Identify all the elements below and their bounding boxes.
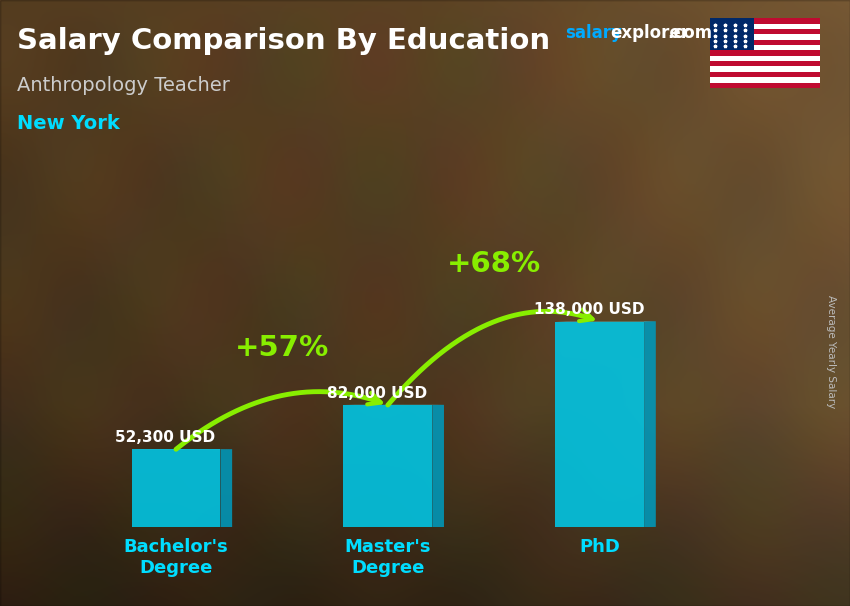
Bar bbox=[710, 18, 754, 50]
Bar bbox=[710, 56, 820, 61]
Bar bbox=[710, 72, 820, 77]
Text: 52,300 USD: 52,300 USD bbox=[116, 430, 216, 445]
Text: salary: salary bbox=[565, 24, 622, 42]
Bar bbox=[710, 67, 820, 72]
Bar bbox=[710, 24, 820, 29]
Text: Anthropology Teacher: Anthropology Teacher bbox=[17, 76, 230, 95]
Text: 138,000 USD: 138,000 USD bbox=[534, 302, 644, 318]
Text: +57%: +57% bbox=[235, 334, 329, 362]
Bar bbox=[710, 45, 820, 50]
Bar bbox=[555, 322, 644, 527]
Bar bbox=[710, 29, 820, 35]
Text: 82,000 USD: 82,000 USD bbox=[327, 386, 428, 401]
Text: Average Yearly Salary: Average Yearly Salary bbox=[826, 295, 836, 408]
Bar bbox=[710, 77, 820, 82]
Bar bbox=[343, 405, 433, 527]
Text: New York: New York bbox=[17, 114, 120, 133]
Bar bbox=[710, 35, 820, 39]
Bar bbox=[710, 18, 820, 24]
Polygon shape bbox=[433, 405, 444, 527]
Polygon shape bbox=[220, 449, 232, 527]
Bar bbox=[710, 39, 820, 45]
Polygon shape bbox=[644, 321, 656, 527]
Bar bbox=[710, 82, 820, 88]
Bar bbox=[132, 449, 220, 527]
Text: +68%: +68% bbox=[447, 250, 541, 278]
Bar bbox=[710, 61, 820, 67]
Text: Salary Comparison By Education: Salary Comparison By Education bbox=[17, 27, 550, 55]
Text: .com: .com bbox=[667, 24, 712, 42]
Text: explorer: explorer bbox=[610, 24, 689, 42]
Bar bbox=[710, 50, 820, 56]
